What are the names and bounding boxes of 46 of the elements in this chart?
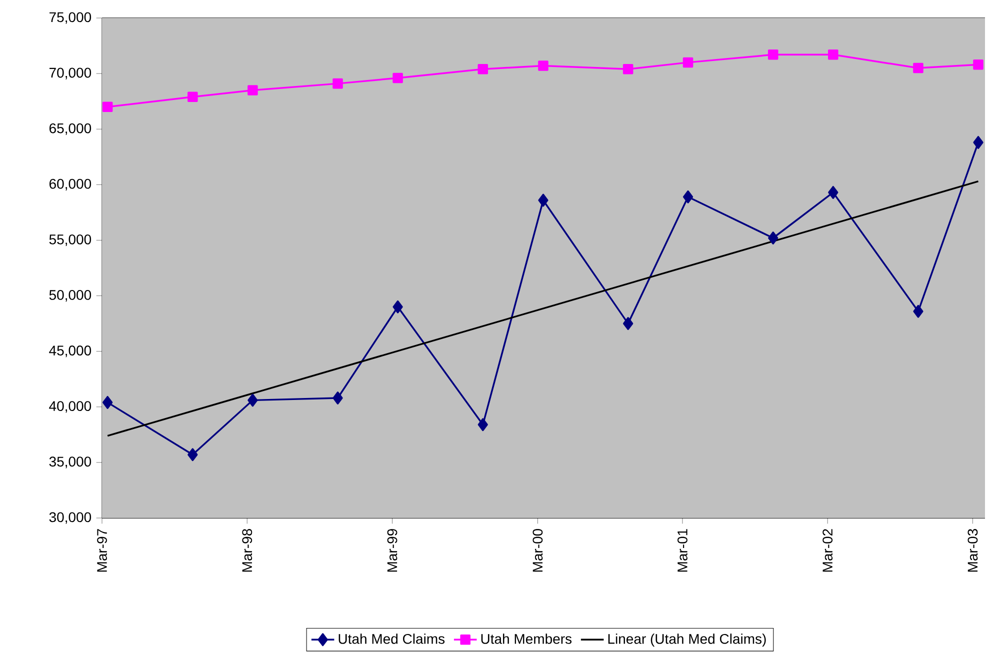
x-tick-label: Mar-99	[387, 529, 398, 572]
x-tick-label: Mar-03	[968, 529, 978, 572]
point	[392, 72, 403, 84]
point	[973, 60, 984, 70]
point	[623, 317, 634, 330]
point	[682, 190, 694, 204]
point	[913, 304, 924, 318]
point	[188, 448, 198, 462]
point	[768, 50, 778, 60]
legend-label: Utah Med Claims	[338, 634, 445, 644]
y-tick-label: 30,000	[49, 512, 92, 524]
point	[102, 102, 113, 112]
y-tick-label: 35,000	[49, 456, 92, 468]
x-tick-label: Mar-01	[678, 529, 688, 572]
y-tick-label: 55,000	[49, 234, 92, 246]
point	[392, 300, 403, 314]
y-tick-label: 45,000	[49, 346, 92, 358]
x-tick-label: Mar-98	[242, 529, 252, 572]
legend-label: Linear (Utah Med Claims)	[608, 634, 766, 647]
point	[332, 78, 343, 89]
y-tick-label: 40,000	[49, 401, 92, 413]
point	[828, 186, 838, 199]
point	[682, 57, 694, 68]
point	[332, 392, 343, 404]
point	[828, 50, 838, 60]
y-tick-label: 50,000	[49, 290, 92, 302]
point	[913, 62, 924, 74]
point	[538, 60, 548, 71]
point	[973, 136, 984, 149]
point	[248, 85, 258, 96]
x-tick-label: Mar-97	[97, 529, 107, 572]
point	[622, 64, 634, 74]
y-tick-label: 60,000	[49, 178, 92, 190]
point	[768, 232, 778, 244]
y-tick-label: 65,000	[49, 123, 92, 135]
point	[248, 394, 258, 407]
x-tick-label: Mar-02	[822, 529, 833, 572]
y-tick-label: 75,000	[49, 12, 92, 24]
point	[478, 418, 488, 432]
x-tick-label: Mar-00	[532, 528, 543, 572]
point	[102, 396, 113, 409]
point	[478, 64, 488, 74]
point	[538, 194, 548, 207]
legend-label: Utah Members	[481, 634, 572, 644]
point	[188, 92, 198, 102]
y-tick-label: 70,000	[49, 68, 92, 80]
